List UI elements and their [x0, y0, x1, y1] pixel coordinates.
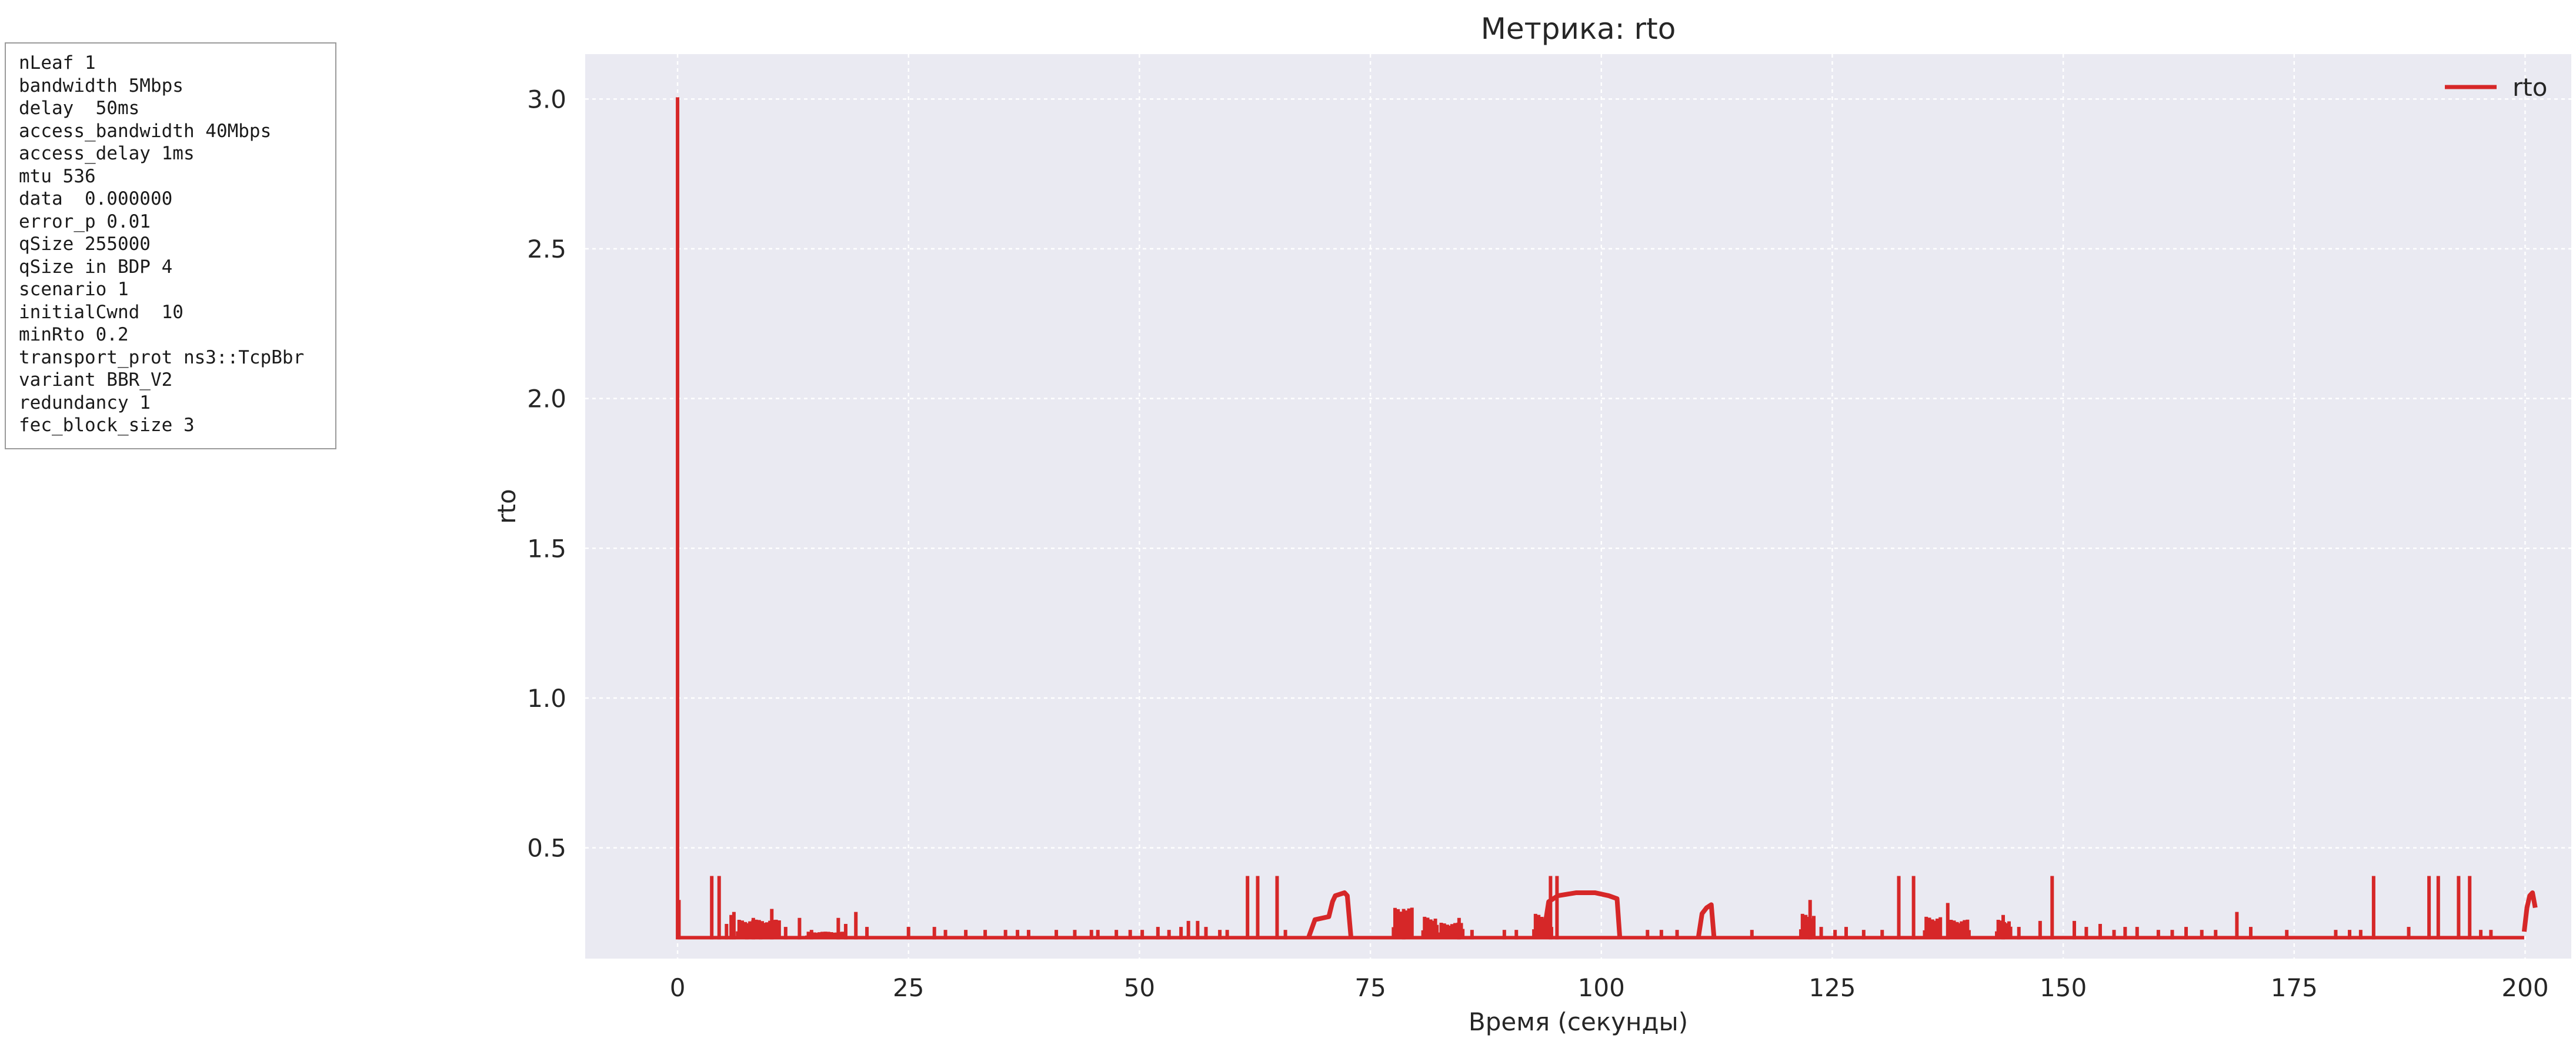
rto-noise-band [736, 919, 781, 938]
param-line: qSize in BDP 4 [19, 256, 173, 278]
plot-area [585, 54, 2571, 959]
rto-plateau [1306, 890, 1354, 939]
legend: rto [2445, 73, 2547, 102]
param-line: transport_prot ns3::TcpBbr [19, 346, 305, 368]
x-tick-label: 50 [1124, 973, 1155, 1002]
x-tick-label: 75 [1354, 973, 1386, 1002]
param-line: data 0.000000 [19, 188, 173, 209]
series-rto [676, 97, 2538, 940]
x-tick-label: 175 [2271, 973, 2318, 1002]
legend-label-rto: rto [2512, 73, 2547, 102]
param-line: mtu 536 [19, 165, 96, 187]
parameters-box: nLeaf 1 bandwidth 5Mbps delay 50ms access_b… [5, 42, 336, 449]
rto-noise-band [805, 932, 846, 938]
param-line: delay 50ms [19, 98, 140, 119]
rto-noise-band [1532, 913, 1553, 938]
y-tick-label: 1.5 [527, 534, 566, 563]
chart-title: Метрика: rto [1481, 12, 1676, 46]
y-tick-label: 2.5 [527, 235, 566, 263]
param-line: qSize 255000 [19, 233, 151, 255]
x-tick-label: 0 [670, 973, 686, 1002]
y-tick-label: 2.0 [527, 385, 566, 413]
param-line: initialCwnd 10 [19, 301, 183, 323]
x-tick-label: 200 [2501, 973, 2548, 1002]
x-tick-label: 25 [893, 973, 924, 1002]
x-tick-label: 100 [1578, 973, 1625, 1002]
param-line: fec_block_size 3 [19, 415, 195, 436]
rto-plateau [2521, 890, 2538, 932]
param-line: variant BBR_V2 [19, 369, 173, 391]
rto-plateau [1696, 902, 1717, 938]
y-tick-label: 0.5 [527, 834, 566, 863]
rto-noise-band [1947, 919, 1971, 938]
param-line: minRto 0.2 [19, 324, 129, 345]
x-tick-label: 150 [2040, 973, 2087, 1002]
param-line: access_delay 1ms [19, 143, 195, 164]
rto-noise-band [1923, 916, 1943, 938]
y-axis-label: rto [492, 489, 521, 523]
param-line: bandwidth 5Mbps [19, 75, 183, 96]
param-line: access_bandwidth 40Mbps [19, 120, 272, 142]
x-tick-label: 125 [1808, 973, 1856, 1002]
x-axis-label: Время (секунды) [1469, 1007, 1688, 1036]
rto-noise-band [1392, 907, 1414, 938]
rto-noise-band [1799, 913, 1816, 938]
rto-noise-band [1421, 916, 1439, 938]
y-tick-label: 1.0 [527, 684, 566, 713]
rto-noise-band [1437, 922, 1465, 938]
rto-noise-band [1995, 919, 2013, 938]
param-line: nLeaf 1 [19, 52, 96, 74]
param-line: scenario 1 [19, 279, 129, 300]
param-line: redundancy 1 [19, 392, 151, 413]
y-tick-label: 3.0 [527, 85, 566, 114]
rto-plateau [1540, 890, 1623, 938]
axis-ticks: 0 25 50 75 100 125 150 175 200 0.5 1.0 1.5 2.0 2.5 3.0 [527, 85, 2548, 1002]
param-line: error_p 0.01 [19, 211, 151, 232]
